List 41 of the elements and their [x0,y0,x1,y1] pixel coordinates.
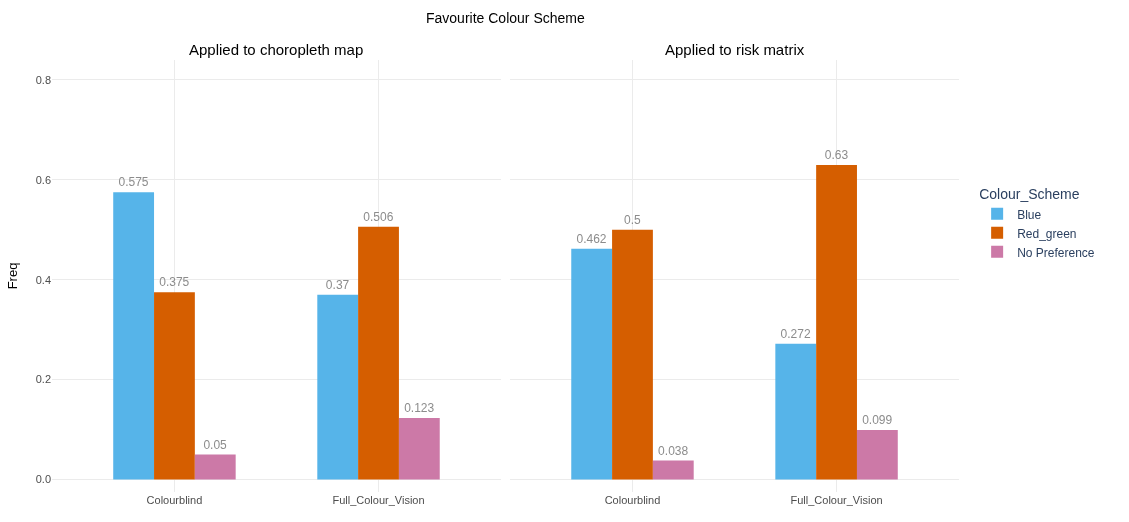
legend-label: Red_green [1017,226,1077,241]
bar [398,418,440,480]
bar [856,430,898,480]
data-label: 0.05 [203,437,228,452]
y-tick-label: 0.6 [35,173,51,186]
bar [652,460,694,480]
legend-label: No Preference [1017,245,1095,260]
y-tick-label: 0.4 [35,273,51,286]
y-tick-label: 0.0 [35,473,51,486]
legend-title: Colour_Scheme [979,186,1080,203]
chart-title: Applied to risk matrix [665,41,805,58]
data-label: 0.099 [862,413,893,428]
bar [571,248,613,480]
data-label: 0.038 [658,443,689,458]
bar [775,343,817,480]
y-axis-title: Freq [4,262,20,290]
y-tick-label: 0.8 [35,73,51,86]
data-label: 0.506 [363,209,394,224]
data-label: 0.63 [824,147,849,162]
data-label: 0.5 [623,212,641,227]
bar [113,192,155,480]
bar [612,229,653,480]
data-label: 0.575 [118,175,149,190]
x-tick-label: Full_Colour_Vision [332,494,425,506]
text: Favourite Colour Scheme [426,10,585,26]
bar [358,226,399,480]
data-label: 0.462 [576,231,607,246]
bar [317,294,359,480]
data-label: 0.375 [159,275,190,290]
y-tick-label: 0.2 [35,373,51,386]
legend-label: Blue [1017,207,1042,222]
bar [154,292,195,480]
bar [816,164,857,480]
chart-title: Applied to choropleth map [189,41,364,58]
x-tick-label: Full_Colour_Vision [790,494,883,506]
data-label: 0.37 [325,277,350,292]
data-label: 0.123 [404,401,435,416]
bar [194,454,236,480]
x-tick-label: Colourblind [146,494,203,506]
data-label: 0.272 [780,326,811,341]
x-tick-label: Colourblind [604,494,661,506]
